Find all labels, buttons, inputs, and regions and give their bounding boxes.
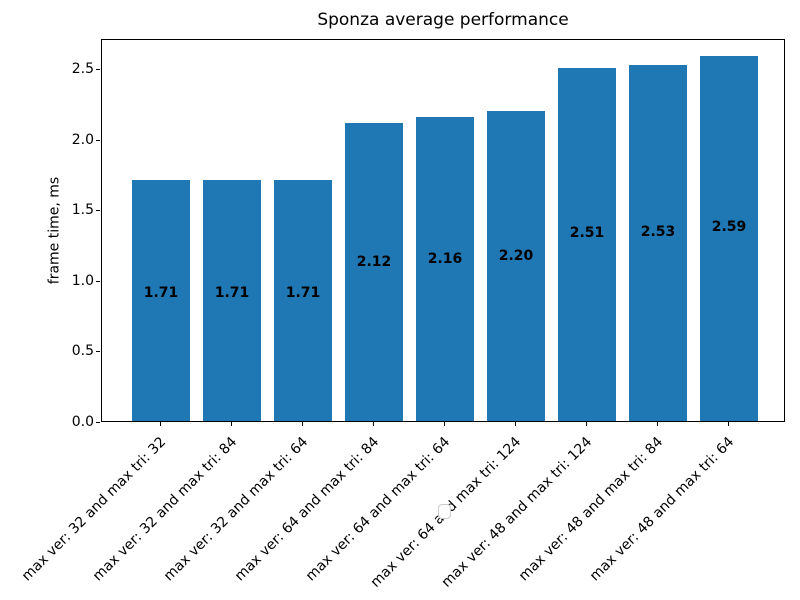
bar-value-label: 1.71 <box>285 284 321 301</box>
bar <box>629 64 687 421</box>
x-tick-label: max ver: 48 and max tri: 84 <box>515 434 667 585</box>
y-tick-label: 1.5 <box>71 202 94 219</box>
bar-value-label: 2.12 <box>356 254 392 271</box>
x-tick-mark <box>514 422 516 426</box>
x-tick-mark <box>372 422 374 426</box>
bar-value-label: 2.53 <box>640 223 676 240</box>
y-tick-label: 2.0 <box>71 131 94 148</box>
y-tick-label: 1.0 <box>71 272 94 289</box>
bar <box>487 111 545 421</box>
x-tick-label: max ver: 32 and max tri: 84 <box>89 434 241 585</box>
y-tick-mark <box>96 69 100 71</box>
x-tick-label: max ver: 64 and max tri: 124 <box>367 434 525 591</box>
y-tick-mark <box>96 210 100 212</box>
plot-area: 1.71 1.71 1.71 2.12 2.16 2.20 2.51 2.53 2.59 <box>101 39 785 422</box>
bar <box>132 180 190 421</box>
bar-value-label: 1.71 <box>143 284 179 301</box>
x-tick-mark <box>159 422 161 426</box>
x-tick-label: max ver: 48 and max tri: 64 <box>586 434 738 585</box>
bar-value-label: 1.71 <box>214 284 250 301</box>
x-tick-mark <box>443 422 445 426</box>
x-tick-label: max ver: 64 and max tri: 84 <box>231 434 383 585</box>
x-tick-mark <box>585 422 587 426</box>
y-axis-label: frame time, ms <box>46 176 63 285</box>
x-tick-label: max ver: 48 and max tri: 124 <box>438 434 596 591</box>
y-tick-mark <box>96 421 100 423</box>
bar <box>345 122 403 421</box>
y-tick-mark <box>96 139 100 141</box>
x-tick-label: max ver: 64 and max tri: 64 <box>302 434 454 585</box>
y-tick-mark <box>96 280 100 282</box>
y-tick-label: 0.5 <box>71 343 94 360</box>
x-tick-label: max ver: 32 and max tri: 64 <box>160 434 312 585</box>
bar <box>274 180 332 421</box>
y-tick-label: 0.0 <box>71 413 94 430</box>
bar-value-label: 2.20 <box>498 248 534 265</box>
bar-value-label: 2.51 <box>569 225 605 242</box>
bar <box>700 56 758 421</box>
y-tick-label: 2.5 <box>71 61 94 78</box>
bar <box>416 116 474 421</box>
x-tick-mark <box>230 422 232 426</box>
bar-value-label: 2.59 <box>711 219 747 236</box>
missing-glyph-box-icon <box>438 504 451 519</box>
bar <box>203 180 261 421</box>
x-tick-mark <box>727 422 729 426</box>
bar-value-label: 2.16 <box>427 251 463 268</box>
x-tick-mark <box>301 422 303 426</box>
chart-title: Sponza average performance <box>317 10 569 30</box>
y-tick-mark <box>96 351 100 353</box>
bar <box>558 67 616 421</box>
x-tick-mark <box>656 422 658 426</box>
